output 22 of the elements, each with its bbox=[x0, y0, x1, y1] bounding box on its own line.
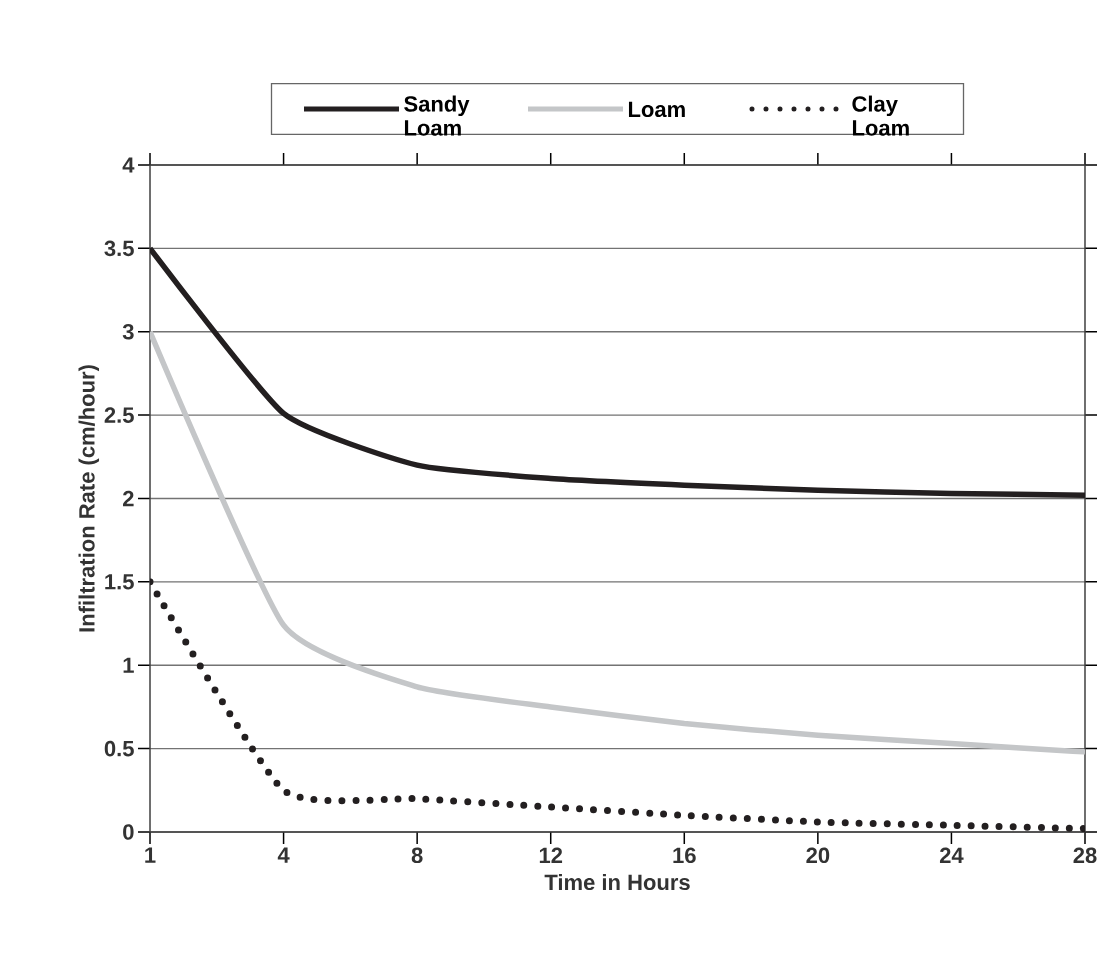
y-tick-label: 2.5 bbox=[104, 407, 134, 423]
y-tick-label: 4 bbox=[122, 157, 135, 173]
x-tick-label: 24 bbox=[939, 847, 964, 863]
y-tick-label: 2 bbox=[123, 490, 134, 507]
x-tick-label: 8 bbox=[411, 847, 423, 864]
y-tick-label: 3.5 bbox=[104, 240, 134, 257]
y-tick-label: 1 bbox=[123, 657, 134, 673]
y-tick-label: 1.5 bbox=[105, 574, 134, 590]
x-tick-label: 20 bbox=[806, 847, 830, 864]
legend-label: Clay Loam bbox=[852, 95, 909, 136]
y-axis-title: Infiltration Rate (cm/hour) bbox=[78, 365, 100, 632]
y-tick-label: 3 bbox=[122, 323, 134, 340]
y-tick-label: 0.5 bbox=[104, 740, 134, 757]
legend-label: Loam bbox=[628, 101, 685, 118]
x-tick-label: 4 bbox=[277, 847, 290, 863]
legend-label: Sandy Loam bbox=[404, 95, 470, 136]
x-axis-title: Time in Hours bbox=[544, 873, 690, 891]
x-tick-label: 16 bbox=[673, 847, 696, 864]
y-tick-label: 0 bbox=[123, 824, 134, 840]
x-tick-label: 12 bbox=[539, 847, 563, 863]
x-tick-label: 28 bbox=[1073, 847, 1097, 864]
x-tick-label: 1 bbox=[145, 847, 156, 863]
